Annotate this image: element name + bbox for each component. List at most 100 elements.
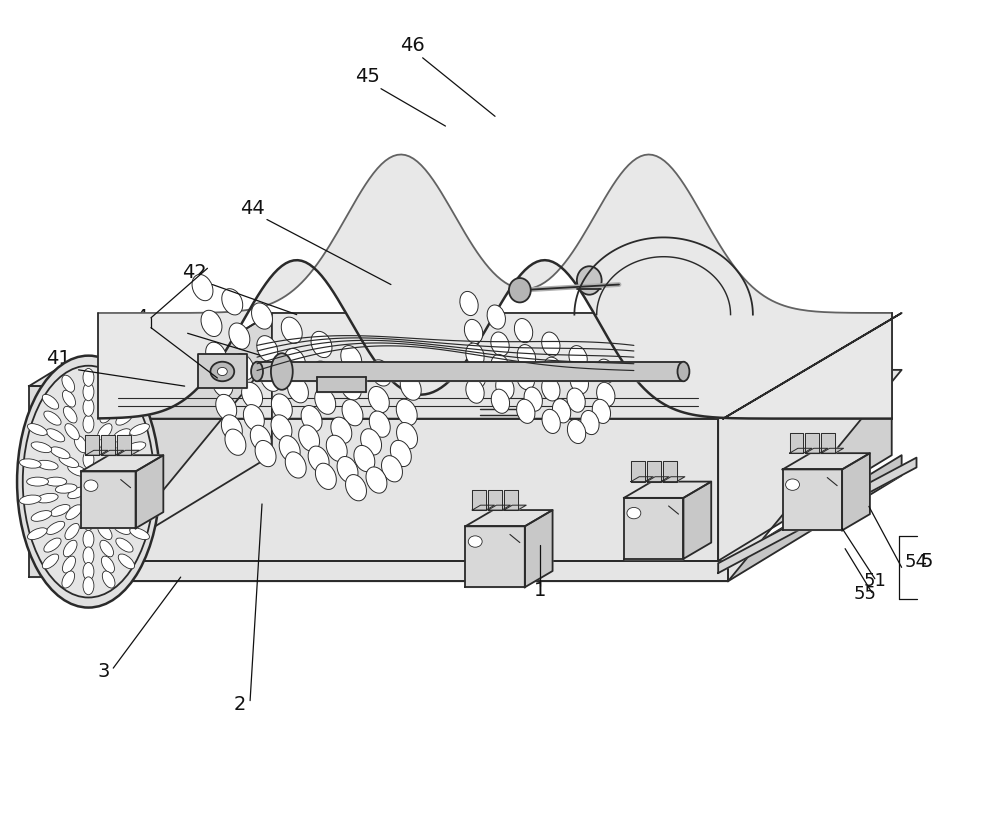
Ellipse shape bbox=[95, 505, 111, 520]
Ellipse shape bbox=[37, 493, 58, 503]
Polygon shape bbox=[98, 313, 272, 561]
Ellipse shape bbox=[27, 424, 47, 435]
Ellipse shape bbox=[567, 420, 586, 443]
Polygon shape bbox=[504, 505, 526, 510]
Ellipse shape bbox=[216, 394, 237, 420]
Ellipse shape bbox=[118, 554, 135, 569]
Ellipse shape bbox=[27, 528, 47, 539]
Ellipse shape bbox=[281, 317, 302, 343]
Ellipse shape bbox=[31, 442, 52, 452]
Ellipse shape bbox=[466, 379, 484, 403]
Text: 55: 55 bbox=[853, 585, 876, 603]
Ellipse shape bbox=[63, 540, 77, 557]
Ellipse shape bbox=[102, 571, 115, 588]
Ellipse shape bbox=[83, 547, 94, 565]
Circle shape bbox=[217, 368, 227, 375]
Ellipse shape bbox=[517, 399, 535, 424]
Polygon shape bbox=[257, 362, 683, 381]
Ellipse shape bbox=[212, 370, 233, 397]
Polygon shape bbox=[29, 367, 130, 386]
Polygon shape bbox=[117, 435, 131, 455]
Ellipse shape bbox=[542, 410, 560, 433]
Ellipse shape bbox=[396, 399, 417, 425]
Text: 43: 43 bbox=[158, 313, 183, 332]
Ellipse shape bbox=[397, 423, 418, 449]
Polygon shape bbox=[465, 526, 525, 587]
Ellipse shape bbox=[42, 554, 59, 569]
Ellipse shape bbox=[516, 365, 535, 390]
Ellipse shape bbox=[27, 477, 48, 486]
Ellipse shape bbox=[66, 505, 82, 520]
Ellipse shape bbox=[74, 436, 87, 452]
Polygon shape bbox=[790, 448, 812, 453]
Text: 1: 1 bbox=[533, 580, 546, 600]
Text: 5: 5 bbox=[920, 553, 933, 571]
Ellipse shape bbox=[567, 388, 585, 412]
Ellipse shape bbox=[369, 411, 390, 438]
Ellipse shape bbox=[112, 521, 131, 534]
Ellipse shape bbox=[206, 342, 227, 369]
Polygon shape bbox=[81, 455, 163, 471]
Ellipse shape bbox=[136, 495, 157, 504]
Polygon shape bbox=[85, 451, 108, 455]
Polygon shape bbox=[101, 451, 124, 455]
Polygon shape bbox=[728, 455, 902, 581]
Ellipse shape bbox=[136, 459, 157, 468]
Ellipse shape bbox=[491, 355, 509, 378]
Ellipse shape bbox=[45, 477, 67, 486]
Ellipse shape bbox=[569, 346, 587, 369]
Ellipse shape bbox=[354, 446, 375, 472]
Ellipse shape bbox=[55, 484, 77, 493]
Polygon shape bbox=[631, 477, 653, 482]
Ellipse shape bbox=[44, 538, 61, 553]
Ellipse shape bbox=[252, 303, 272, 329]
Ellipse shape bbox=[192, 274, 213, 300]
Ellipse shape bbox=[342, 400, 363, 426]
Ellipse shape bbox=[46, 521, 65, 534]
Ellipse shape bbox=[65, 424, 79, 440]
Ellipse shape bbox=[271, 353, 293, 390]
Ellipse shape bbox=[570, 369, 588, 394]
Polygon shape bbox=[805, 433, 819, 453]
Ellipse shape bbox=[285, 452, 306, 478]
Polygon shape bbox=[805, 448, 828, 453]
Ellipse shape bbox=[271, 394, 292, 420]
Ellipse shape bbox=[101, 556, 114, 573]
Polygon shape bbox=[647, 477, 669, 482]
Ellipse shape bbox=[17, 355, 160, 608]
Ellipse shape bbox=[491, 332, 509, 356]
Ellipse shape bbox=[460, 291, 478, 315]
Ellipse shape bbox=[233, 354, 254, 380]
Ellipse shape bbox=[125, 511, 146, 521]
Ellipse shape bbox=[83, 562, 94, 580]
Polygon shape bbox=[525, 510, 553, 587]
Ellipse shape bbox=[487, 305, 505, 329]
Ellipse shape bbox=[62, 375, 75, 392]
Ellipse shape bbox=[83, 451, 94, 468]
Ellipse shape bbox=[83, 577, 94, 594]
Ellipse shape bbox=[496, 375, 514, 400]
Ellipse shape bbox=[112, 429, 131, 442]
Ellipse shape bbox=[90, 465, 109, 476]
Ellipse shape bbox=[299, 425, 320, 452]
Polygon shape bbox=[783, 470, 842, 530]
Ellipse shape bbox=[98, 424, 112, 440]
Polygon shape bbox=[683, 482, 711, 559]
Polygon shape bbox=[98, 313, 892, 419]
Ellipse shape bbox=[100, 540, 114, 557]
Text: 4: 4 bbox=[135, 308, 147, 327]
Ellipse shape bbox=[46, 429, 65, 442]
Ellipse shape bbox=[37, 461, 58, 470]
Ellipse shape bbox=[101, 390, 114, 407]
Ellipse shape bbox=[23, 365, 154, 598]
Ellipse shape bbox=[337, 456, 358, 483]
Ellipse shape bbox=[242, 383, 263, 409]
Ellipse shape bbox=[301, 406, 322, 432]
Ellipse shape bbox=[225, 429, 246, 456]
Ellipse shape bbox=[308, 446, 329, 472]
Polygon shape bbox=[98, 154, 892, 419]
Ellipse shape bbox=[98, 524, 112, 539]
Ellipse shape bbox=[326, 435, 347, 461]
Polygon shape bbox=[198, 354, 247, 388]
Text: 54: 54 bbox=[905, 553, 928, 571]
